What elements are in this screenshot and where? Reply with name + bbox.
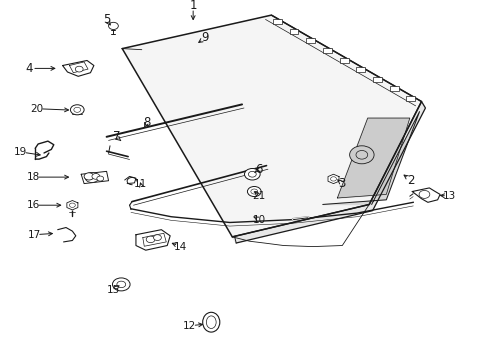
Bar — [406, 96, 414, 101]
Circle shape — [330, 177, 336, 181]
Polygon shape — [327, 174, 338, 184]
Bar — [389, 86, 398, 91]
Circle shape — [355, 150, 367, 159]
Polygon shape — [62, 60, 94, 76]
Circle shape — [418, 190, 429, 198]
Text: 2: 2 — [406, 174, 414, 186]
Text: 8: 8 — [142, 116, 150, 129]
Circle shape — [117, 281, 125, 288]
Text: 9: 9 — [201, 31, 209, 44]
Text: 14: 14 — [174, 242, 187, 252]
Bar — [289, 29, 298, 34]
Circle shape — [153, 235, 161, 240]
Polygon shape — [81, 171, 108, 184]
Polygon shape — [67, 201, 78, 210]
Text: 18: 18 — [26, 172, 40, 182]
Polygon shape — [122, 15, 421, 237]
Text: 12: 12 — [183, 321, 196, 331]
Text: 3: 3 — [338, 177, 346, 190]
Bar — [372, 77, 381, 82]
Text: 16: 16 — [26, 200, 40, 210]
Text: 6: 6 — [255, 163, 263, 176]
Polygon shape — [322, 112, 419, 204]
Circle shape — [75, 66, 83, 72]
Polygon shape — [124, 176, 136, 184]
Text: 4: 4 — [25, 62, 33, 75]
Circle shape — [70, 105, 84, 115]
Circle shape — [250, 189, 257, 194]
Ellipse shape — [206, 316, 216, 328]
Bar — [272, 19, 281, 24]
Circle shape — [84, 173, 94, 180]
Text: 5: 5 — [102, 13, 110, 26]
Text: 20: 20 — [31, 104, 43, 114]
Text: 21: 21 — [252, 191, 265, 201]
Circle shape — [92, 174, 100, 179]
Text: 13: 13 — [442, 191, 456, 201]
Circle shape — [74, 107, 81, 112]
Text: 17: 17 — [27, 230, 41, 240]
Text: 15: 15 — [107, 285, 121, 295]
Polygon shape — [136, 230, 170, 250]
Polygon shape — [411, 188, 439, 202]
Ellipse shape — [202, 312, 219, 332]
Circle shape — [349, 146, 373, 164]
Circle shape — [244, 168, 260, 180]
Text: 19: 19 — [14, 147, 27, 157]
Text: 1: 1 — [189, 0, 197, 12]
Bar — [339, 58, 348, 63]
Bar — [323, 48, 331, 53]
Circle shape — [108, 22, 118, 30]
Text: 11: 11 — [134, 179, 147, 189]
Circle shape — [146, 236, 155, 243]
Circle shape — [85, 172, 99, 183]
Circle shape — [112, 278, 130, 291]
Polygon shape — [232, 102, 425, 243]
Bar — [356, 67, 365, 72]
Bar — [305, 38, 314, 43]
Circle shape — [247, 186, 261, 197]
Circle shape — [69, 203, 75, 207]
Circle shape — [248, 171, 256, 177]
Text: 10: 10 — [252, 215, 265, 225]
Polygon shape — [337, 118, 409, 198]
Circle shape — [97, 176, 103, 181]
Text: 7: 7 — [112, 130, 120, 143]
